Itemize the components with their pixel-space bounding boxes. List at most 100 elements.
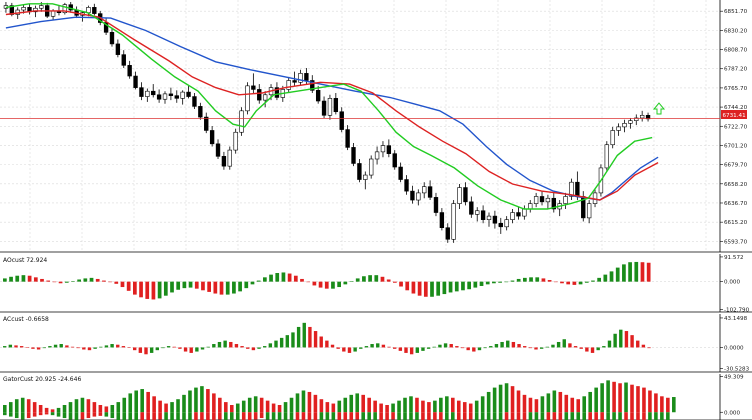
gator-upper-bar xyxy=(218,397,222,413)
ac-bar xyxy=(133,347,137,351)
ao-bar xyxy=(9,276,13,282)
price-tick-label: 6722.70 xyxy=(724,124,748,130)
ac-bar xyxy=(183,347,188,352)
ac-bar xyxy=(641,344,646,348)
gator-lower-bar xyxy=(92,412,97,417)
gator-lower-bar xyxy=(618,412,622,420)
gator-lower-bar xyxy=(325,412,330,420)
gator-upper-bar xyxy=(552,390,557,413)
ao-bar xyxy=(467,281,471,290)
gator-lower-bar xyxy=(367,412,371,420)
gator-lower-bar xyxy=(74,412,79,420)
ao-bar xyxy=(380,276,385,282)
ac-bar xyxy=(36,347,41,350)
gator-upper-bar xyxy=(56,407,61,413)
ac-bar xyxy=(460,347,465,349)
current-price-label: 6731.41 xyxy=(723,113,747,119)
ao-bar xyxy=(492,281,496,284)
ao-bar xyxy=(287,273,292,282)
ao-bar xyxy=(331,281,335,289)
candle xyxy=(162,93,168,100)
ac-bar xyxy=(178,347,182,349)
ac-bar xyxy=(432,346,436,348)
ac-bar xyxy=(330,344,335,348)
gator-lower-bar xyxy=(20,412,25,420)
ac-bar xyxy=(455,346,459,348)
ao-bar xyxy=(188,281,193,288)
candle xyxy=(151,90,156,96)
ac-bar xyxy=(82,347,86,350)
ao-bar xyxy=(393,281,397,283)
candle xyxy=(569,181,574,197)
gator-upper-bar xyxy=(134,390,138,413)
gator-upper-bar xyxy=(421,400,425,413)
gator-lower-bar xyxy=(134,412,138,420)
gator-upper-bar xyxy=(492,387,497,413)
gator-lower-bar xyxy=(182,412,186,420)
gator-lower-bar xyxy=(80,412,85,420)
price-tick-label: 6701.20 xyxy=(724,143,748,149)
gator-upper-bar xyxy=(486,391,491,413)
candle xyxy=(133,75,138,88)
gator-upper-bar xyxy=(415,397,419,413)
ac-bar xyxy=(449,344,453,348)
gator-lower-bar xyxy=(474,412,479,420)
ao-bar xyxy=(194,281,199,289)
ac-bar xyxy=(477,347,482,351)
ac-bar xyxy=(229,341,233,348)
gator-upper-bar xyxy=(468,403,473,413)
ao-bar xyxy=(560,281,564,284)
candle xyxy=(262,94,268,101)
gator-lower-bar xyxy=(307,412,312,420)
gator-lower-bar xyxy=(552,412,557,420)
ao-bar xyxy=(77,279,81,282)
ao-bar xyxy=(232,281,236,294)
gator-lower-bar xyxy=(229,412,234,420)
gator-lower-bar xyxy=(194,412,198,420)
candle xyxy=(33,7,38,13)
candle xyxy=(374,151,380,160)
gator-lower-bar xyxy=(594,412,598,420)
gator-lower-bar xyxy=(612,412,616,420)
ao-bar xyxy=(114,281,119,284)
ao-bar xyxy=(337,281,341,288)
ac-bar xyxy=(602,346,606,348)
ac-bar xyxy=(528,347,533,349)
gator-lower-bar xyxy=(468,412,473,420)
gator-lower-bar xyxy=(445,412,449,420)
ac-bar xyxy=(409,347,414,355)
gator-upper-bar xyxy=(451,397,455,413)
ac-bar xyxy=(636,340,640,348)
candle xyxy=(463,187,468,203)
candle xyxy=(610,130,615,146)
ac-bar xyxy=(99,346,103,348)
ao-bar xyxy=(201,281,205,291)
ac-bar xyxy=(381,344,386,348)
gator-upper-bar xyxy=(337,400,342,413)
ao-tick-label: 0.000 xyxy=(724,280,740,286)
candle xyxy=(292,80,297,83)
ao-bar xyxy=(58,281,63,284)
gator-upper-bar xyxy=(265,400,270,413)
gator-upper-bar xyxy=(343,397,348,413)
ac-bar xyxy=(517,344,521,348)
gator-upper-bar xyxy=(546,393,551,413)
candle xyxy=(404,179,409,192)
gator-title: GatorCust 20.925 -24.646 xyxy=(3,376,81,383)
candle xyxy=(233,131,238,151)
ao-bar xyxy=(71,281,75,282)
candle xyxy=(616,126,621,131)
ao-bar xyxy=(225,281,230,295)
ac-bar xyxy=(42,347,46,349)
candle xyxy=(439,212,445,228)
ac-bar xyxy=(562,339,566,348)
gator-lower-bar xyxy=(128,412,133,420)
ao-bar xyxy=(120,281,125,288)
ac-bar xyxy=(246,347,250,349)
price-tick-label: 6744.20 xyxy=(724,105,748,111)
gator-lower-bar xyxy=(68,412,73,420)
ao-bar xyxy=(238,281,242,292)
ao-bar xyxy=(368,275,372,282)
ac-bar xyxy=(500,341,504,348)
